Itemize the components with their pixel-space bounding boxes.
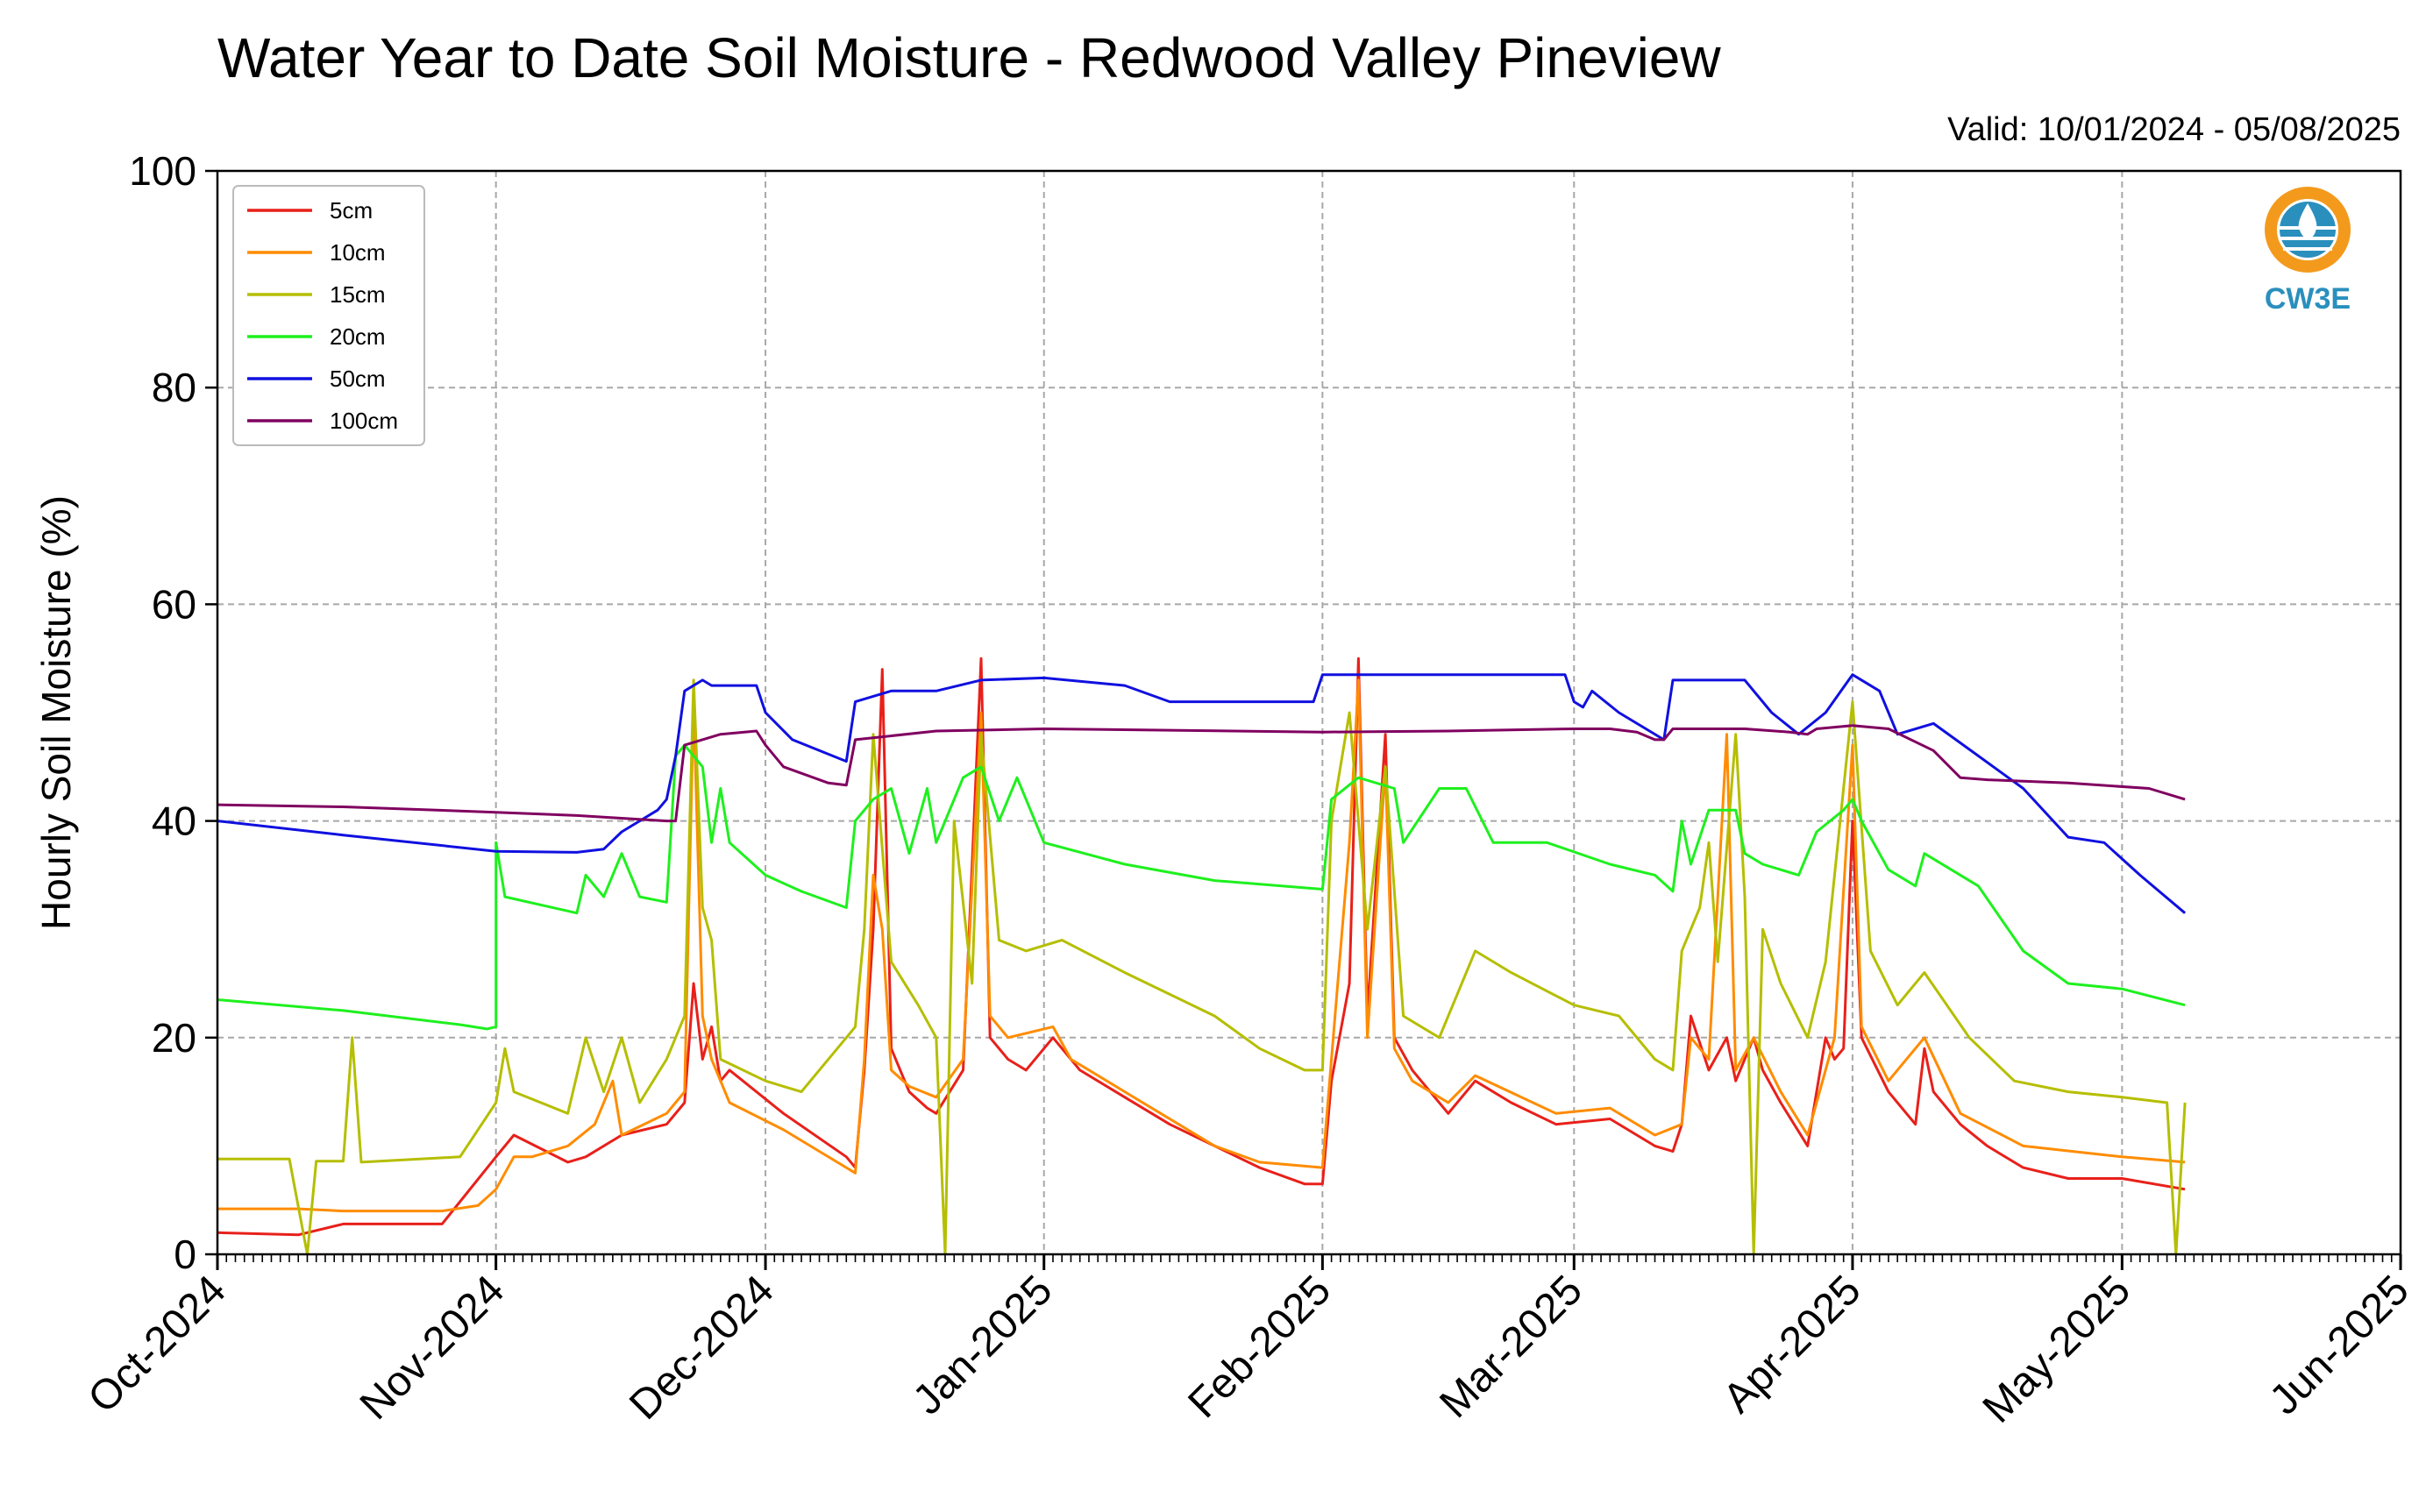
legend-label: 15cm bbox=[330, 281, 386, 308]
legend-box bbox=[232, 185, 425, 446]
series-line-15cm bbox=[217, 678, 2187, 1254]
legend-label: 50cm bbox=[330, 366, 386, 392]
y-tick-label: 20 bbox=[152, 1015, 196, 1061]
series-line-50cm bbox=[217, 673, 2187, 914]
wave-line-icon bbox=[2283, 247, 2332, 251]
series-line-5cm bbox=[217, 657, 2186, 1237]
x-tick-label: Dec-2024 bbox=[621, 1267, 783, 1429]
logo-text: CW3E bbox=[2265, 282, 2351, 316]
x-tick-label: Feb-2025 bbox=[1179, 1267, 1340, 1427]
droplet-icon bbox=[2298, 203, 2317, 238]
y-tick-label: 40 bbox=[152, 799, 196, 844]
series-line-10cm bbox=[217, 678, 2186, 1213]
y-tick-label: 80 bbox=[152, 365, 196, 410]
series-line-100cm bbox=[217, 724, 2186, 823]
y-tick-label: 0 bbox=[174, 1232, 196, 1277]
x-tick-label: Apr-2025 bbox=[1715, 1267, 1870, 1422]
chart-subtitle: Valid: 10/01/2024 - 05/08/2025 bbox=[1947, 111, 2401, 148]
x-tick-label: Jun-2025 bbox=[2261, 1267, 2418, 1423]
legend-label: 5cm bbox=[330, 197, 373, 224]
chart-title: Water Year to Date Soil Moisture - Redwo… bbox=[217, 26, 1721, 89]
legend-label: 10cm bbox=[330, 239, 386, 266]
axes: 0 20 40 60 80 100 Oct-2024 Nov-2024 Dec-2024 Jan-… bbox=[80, 148, 2418, 1432]
legend-label: 100cm bbox=[330, 408, 398, 434]
x-tick-label: Oct-2024 bbox=[80, 1267, 235, 1422]
cw3e-logo: CW3E bbox=[2265, 187, 2351, 316]
y-tick-label: 60 bbox=[152, 581, 196, 627]
series-lines bbox=[217, 657, 2187, 1254]
legend: 5cm 10cm 15cm 20cm 50cm 100cm bbox=[232, 185, 425, 446]
series-line-20cm bbox=[217, 743, 2186, 1031]
x-tick-label: Jan-2025 bbox=[904, 1267, 1061, 1423]
plot-frame bbox=[216, 169, 2402, 1256]
y-axis-label: Hourly Soil Moisture (%) bbox=[33, 495, 79, 930]
y-tick-label: 100 bbox=[129, 148, 196, 194]
legend-label: 20cm bbox=[330, 323, 386, 350]
x-tick-label: Mar-2025 bbox=[1431, 1267, 1591, 1427]
x-tick-label: May-2025 bbox=[1974, 1267, 2139, 1431]
x-tick-label: Nov-2024 bbox=[352, 1267, 514, 1429]
